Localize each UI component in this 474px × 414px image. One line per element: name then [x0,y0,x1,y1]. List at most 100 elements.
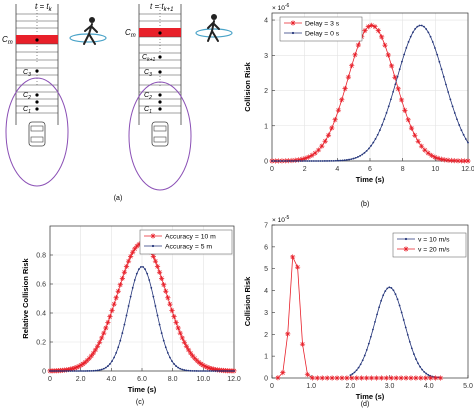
series-point-dot [341,159,344,162]
legend-label: v = 10 m/s [418,237,450,244]
series-point-dot [427,31,430,34]
series-point-star [388,63,395,69]
series-point-star [111,301,117,307]
series-point-star [94,343,101,349]
series-point-dot [102,367,105,370]
risk-ellipse-right [128,81,192,191]
chart-d: 0 1.0 2.0 3.0 4.0 5.0 0 1 2 3 4 5 6 7 Time (s) Collisio… [243,215,473,408]
y-axis-label: Collision Risk [243,61,252,111]
series-point-dot [98,369,101,371]
series-point-dot [179,367,182,370]
series-point-star [295,264,301,270]
series-point-star [181,339,187,345]
series-point-dot [350,158,353,161]
vehicle-right [151,121,169,147]
x-tick-label: 5.0 [463,383,473,390]
series-point-dot [390,98,392,101]
series-point-dot [158,323,161,326]
y-tick-label: 7 [264,223,268,230]
series-point-star [364,375,370,381]
series-point-star [88,353,94,359]
legend-label: Delay = 3 s [305,21,340,28]
series-point-dot [187,369,190,372]
series-point-dot [297,160,300,162]
x-tick-label: 4.0 [424,383,434,390]
series-point-dot [135,272,138,275]
series-point-dot [304,160,306,162]
series-point-dot [337,159,339,162]
series-point-dot [345,159,348,161]
plot-frame [271,12,469,162]
series-point-star [196,359,202,365]
series-point-dot [224,370,227,372]
series-point-dot [334,159,337,162]
x-tick-label: 4.0 [106,376,116,383]
series-point-star [210,366,216,372]
cell-label-ck1: Ck+1 [142,54,155,63]
series-point-dot [462,133,465,136]
series-point-dot [398,68,401,70]
series-point-dot [82,370,84,372]
series-point-star [163,288,169,294]
x-tick-label: 2.0 [346,383,356,390]
series-point-dot [410,347,413,350]
legend-box [279,16,363,42]
series-point-star [165,295,171,301]
y-tick-label: 5 [264,266,268,273]
series-point-dot [106,365,109,367]
cell-label-c3: C3 [144,69,152,78]
y-axis-multiplier: × 10-5 [272,215,290,224]
series-point-dot [451,105,454,108]
series-point-star [418,375,424,381]
series-point-star [425,150,431,156]
series-point-dot [453,112,456,114]
series-point-dot [467,141,469,144]
series-point-star [280,370,286,376]
cell-point [158,31,162,35]
series-point-dot [332,159,335,162]
series-point-star [392,74,398,80]
chart-b: 0 2 4 6 8 10 12.0 0 1 2 3 4 Time (s) Collision Risk × … [243,3,474,208]
series-point-dot [421,368,424,371]
series-point-dot [381,123,384,126]
series-point-star [465,158,471,164]
cell-point [158,70,162,74]
series-point-dot [90,369,93,372]
x-tick-label: 6.0 [137,376,147,383]
series-point-star [393,375,399,381]
series-point-dot [319,160,322,162]
cell-point [158,55,162,59]
series-point-star [171,314,177,320]
series-point-star [208,366,214,372]
chart-c: 0 2.0 4.0 6.0 8.0 10.0 12.0 0 0.2 0.4 0.6 0.8 Time (… [21,225,241,406]
series-point-star [194,357,200,364]
series-point-dot [357,366,360,369]
series-point-star [438,156,445,162]
series-point-dot [284,160,287,162]
series-point-star [76,363,82,369]
series-point-dot [214,370,217,372]
series-point-dot [348,158,350,161]
series-point-dot [193,370,196,372]
series-point-dot [417,362,419,365]
series-point-dot [96,369,99,372]
cell-point [35,69,39,73]
series-point-star [292,157,298,163]
series-point-dot [115,352,118,354]
series-point-star [161,282,167,288]
caption-c: (c) [136,399,144,406]
series-point-dot [67,370,70,372]
series-point-star [445,157,451,163]
series-point-star [128,253,134,259]
series-point-dot [387,105,390,108]
time-label-right: t = tk+1 [150,2,173,13]
series-point-star [375,28,381,34]
series-point-star [200,362,206,368]
pedestrian-body [83,23,98,45]
series-point-star [107,314,113,320]
series-point-star [462,158,468,164]
series-point-dot [92,369,95,372]
series-point-star [339,375,345,381]
series-point-dot [384,290,387,293]
